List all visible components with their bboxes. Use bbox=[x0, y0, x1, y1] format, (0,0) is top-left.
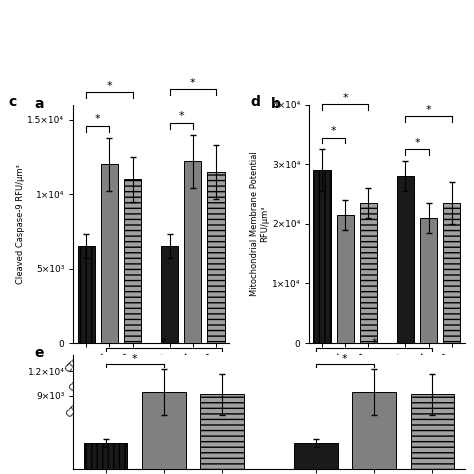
Bar bbox=[294, 443, 337, 469]
Text: *: * bbox=[331, 127, 337, 137]
Text: *: * bbox=[414, 138, 420, 148]
Text: *: * bbox=[132, 354, 137, 364]
Bar bbox=[78, 246, 95, 343]
Bar bbox=[142, 392, 186, 469]
Text: d: d bbox=[250, 95, 260, 109]
Bar bbox=[360, 203, 377, 343]
Text: *: * bbox=[190, 78, 196, 88]
Text: *: * bbox=[95, 114, 100, 124]
Bar bbox=[100, 164, 118, 343]
Text: *: * bbox=[107, 81, 112, 91]
Text: *: * bbox=[161, 337, 167, 347]
Y-axis label: Mitochondrial Membrane Potential
RFU/μm³: Mitochondrial Membrane Potential RFU/μm³ bbox=[250, 152, 269, 296]
Bar bbox=[352, 392, 396, 469]
Text: c: c bbox=[9, 95, 17, 109]
Text: *: * bbox=[342, 354, 348, 364]
Bar bbox=[84, 443, 128, 469]
Bar bbox=[410, 394, 454, 469]
Text: *: * bbox=[342, 93, 348, 103]
Bar bbox=[313, 170, 331, 343]
Bar bbox=[161, 246, 178, 343]
Text: *: * bbox=[426, 105, 431, 115]
Bar bbox=[184, 161, 201, 343]
Bar bbox=[397, 176, 414, 343]
Bar bbox=[207, 172, 225, 343]
Text: *: * bbox=[371, 337, 377, 347]
Bar bbox=[443, 203, 460, 343]
Text: e: e bbox=[34, 346, 44, 360]
Bar bbox=[337, 215, 354, 343]
Bar bbox=[124, 179, 141, 343]
Y-axis label: Cleaved Caspase-9 RFU/μm³: Cleaved Caspase-9 RFU/μm³ bbox=[16, 164, 25, 284]
Text: a: a bbox=[35, 98, 44, 111]
Text: b: b bbox=[271, 98, 281, 111]
Bar bbox=[201, 394, 244, 469]
Bar bbox=[420, 218, 438, 343]
Text: *: * bbox=[178, 111, 184, 121]
